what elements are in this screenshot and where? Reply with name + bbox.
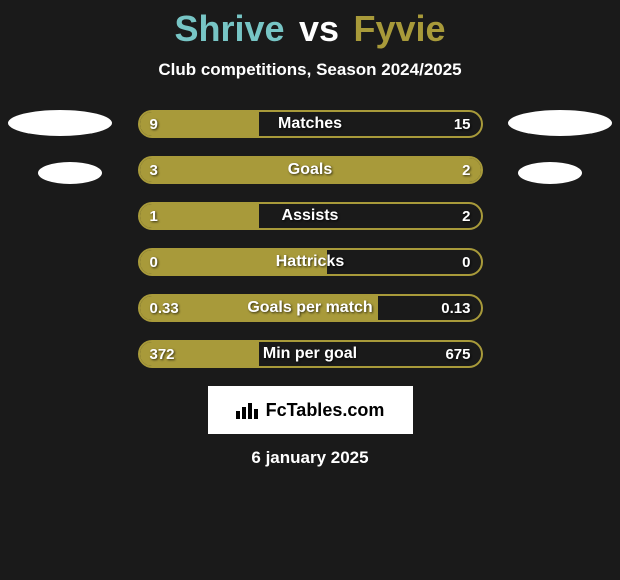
decorative-ellipse: [518, 162, 582, 184]
player1-name: Shrive: [174, 8, 284, 49]
stat-row: 0.330.13Goals per match: [138, 294, 483, 322]
stat-label: Min per goal: [140, 342, 481, 366]
stat-row: 915Matches: [138, 110, 483, 138]
brand-text: FcTables.com: [266, 400, 385, 421]
stat-row: 12Assists: [138, 202, 483, 230]
stat-label: Matches: [140, 112, 481, 136]
decorative-ellipse: [8, 110, 112, 136]
title-row: Shrive vs Fyvie: [0, 8, 620, 50]
stat-label: Assists: [140, 204, 481, 228]
chart-card: Shrive vs Fyvie Club competitions, Seaso…: [0, 0, 620, 580]
decorative-ellipse: [508, 110, 612, 136]
date-text: 6 january 2025: [0, 448, 620, 468]
decorative-ellipse: [38, 162, 102, 184]
stat-label: Goals: [140, 158, 481, 182]
bar-chart-icon: [236, 401, 258, 419]
stat-row: 32Goals: [138, 156, 483, 184]
stat-label: Goals per match: [140, 296, 481, 320]
stat-row: 372675Min per goal: [138, 340, 483, 368]
vs-text: vs: [299, 8, 339, 49]
stats-area: 915Matches 32Goals 12Assists 00Hattricks 0.3…: [0, 110, 620, 368]
brand-box[interactable]: FcTables.com: [208, 386, 413, 434]
subtitle: Club competitions, Season 2024/2025: [0, 60, 620, 80]
player2-name: Fyvie: [353, 8, 445, 49]
stat-bars: 915Matches 32Goals 12Assists 00Hattricks 0.3…: [0, 110, 620, 368]
stat-row: 00Hattricks: [138, 248, 483, 276]
stat-label: Hattricks: [140, 250, 481, 274]
